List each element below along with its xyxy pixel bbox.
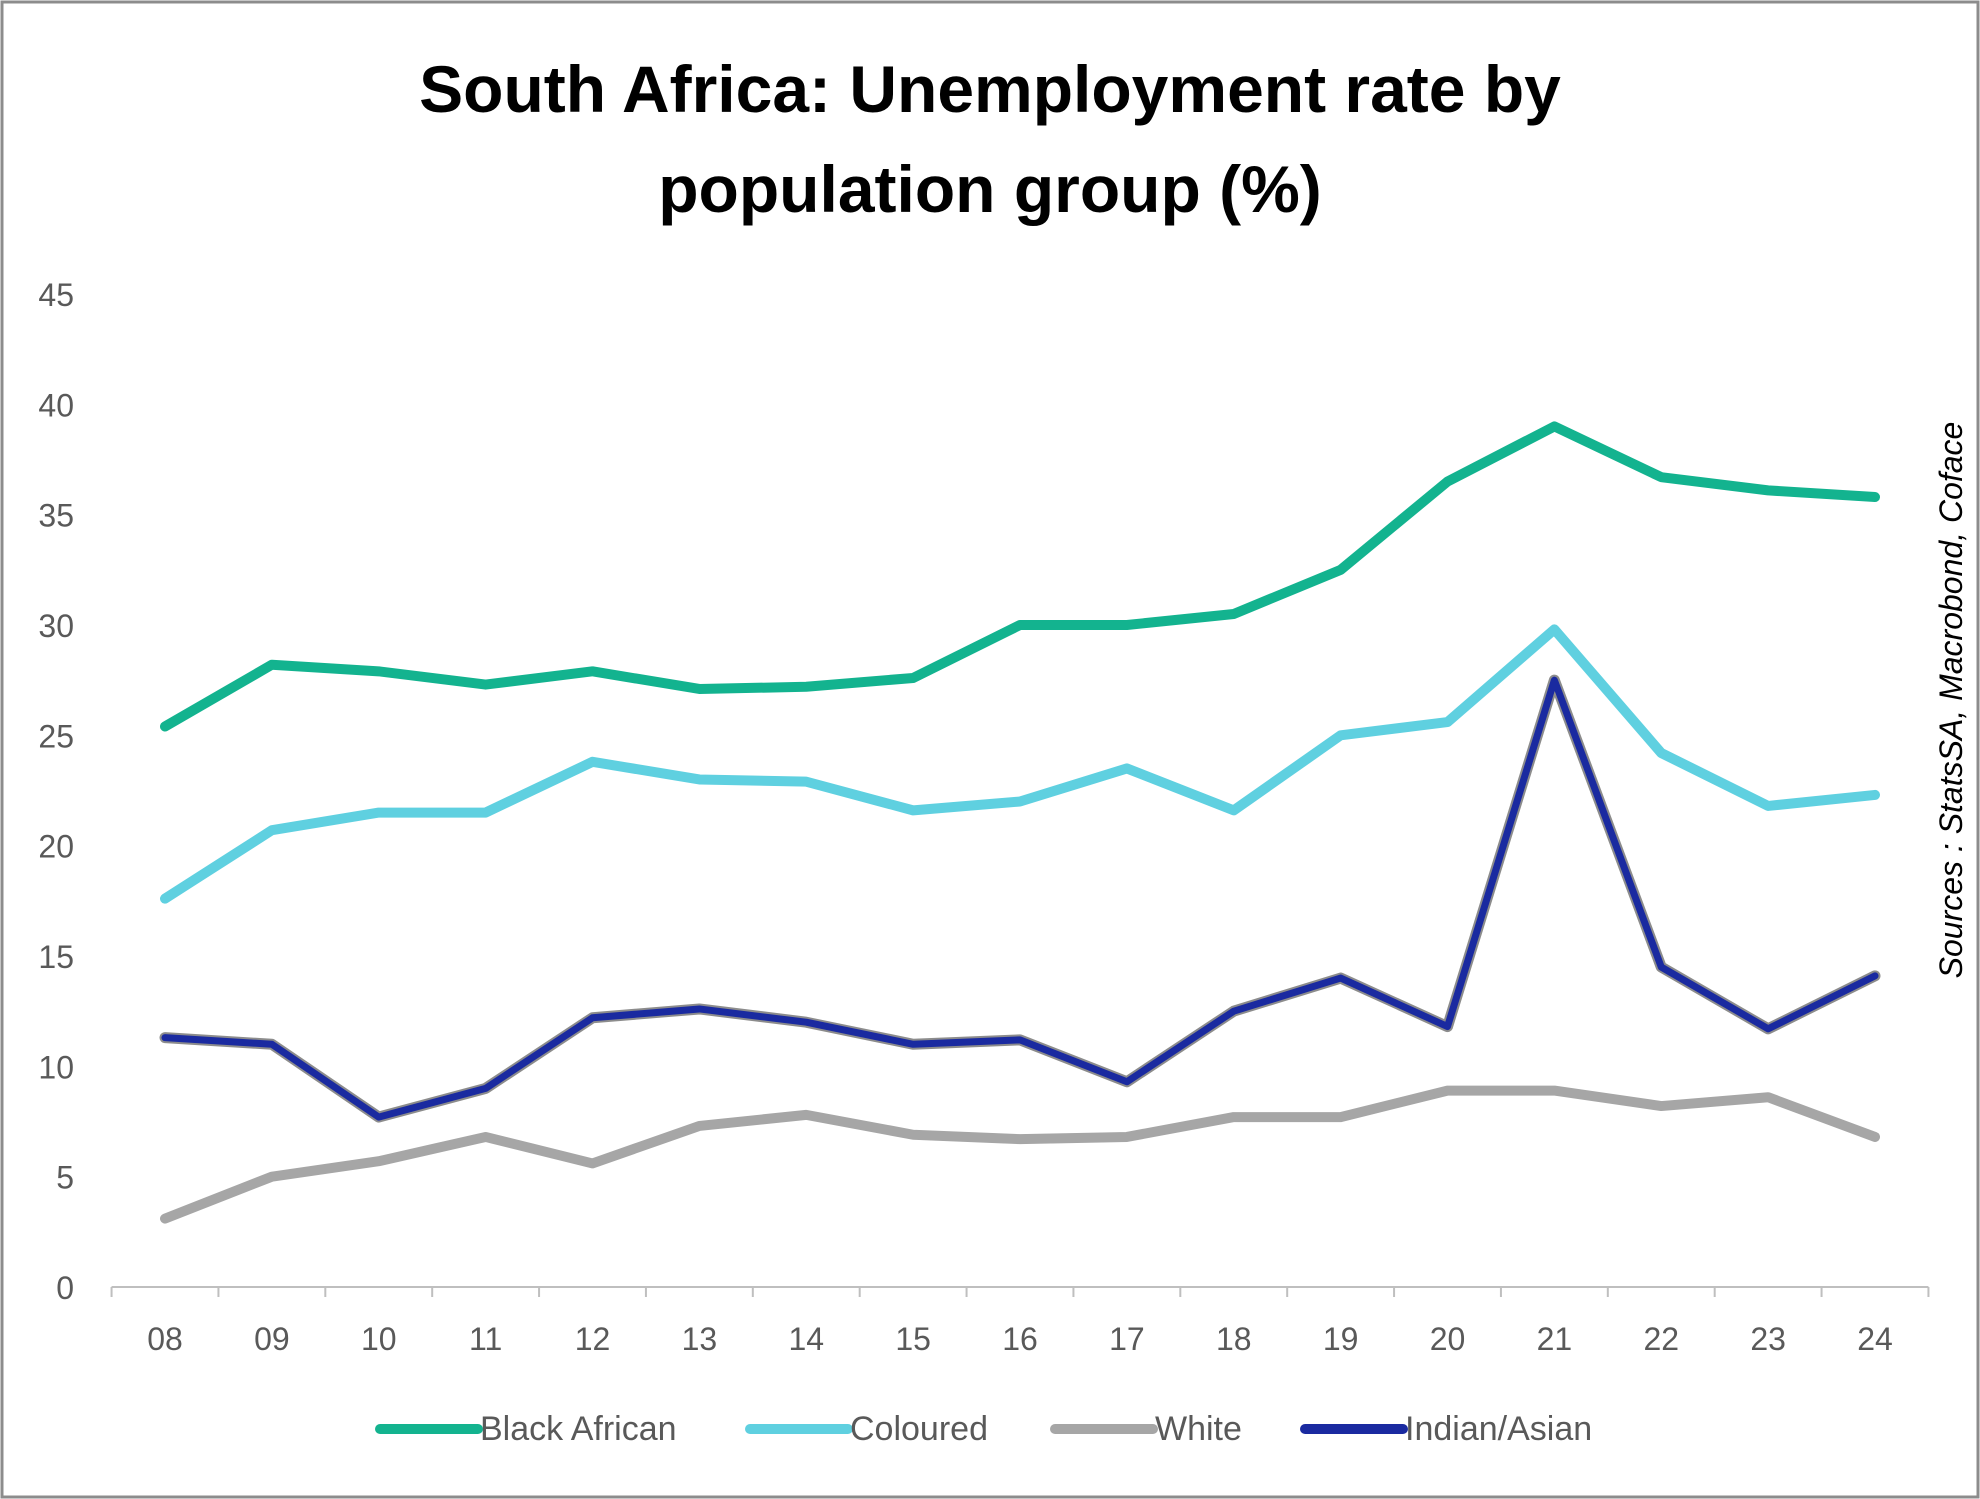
source-note: Sources : StatsSA, Macrobond, Coface	[1933, 422, 1969, 979]
y-tick-label: 40	[38, 387, 74, 423]
y-tick-label: 20	[38, 829, 74, 865]
x-tick-label: 22	[1643, 1321, 1679, 1357]
x-tick-label: 18	[1216, 1321, 1252, 1357]
x-tick-label: 17	[1109, 1321, 1145, 1357]
x-tick-label: 13	[682, 1321, 718, 1357]
legend-item: Black African	[375, 1410, 677, 1448]
legend-label: Coloured	[850, 1410, 988, 1448]
legend-label: Black African	[480, 1410, 677, 1448]
legend-item: White	[1050, 1410, 1242, 1448]
x-tick-label: 20	[1430, 1321, 1466, 1357]
x-tick-label: 14	[788, 1321, 824, 1357]
x-tick-label: 16	[1002, 1321, 1038, 1357]
y-tick-label: 5	[56, 1160, 74, 1196]
x-tick-label: 12	[575, 1321, 611, 1357]
x-tick-label: 21	[1537, 1321, 1573, 1357]
y-tick-label: 25	[38, 718, 74, 754]
x-tick-label: 09	[254, 1321, 290, 1357]
y-tick-label: 30	[38, 608, 74, 644]
x-tick-label: 19	[1323, 1321, 1359, 1357]
chart-title-line-1: South Africa: Unemployment rate by	[419, 52, 1561, 126]
y-tick-label: 45	[38, 277, 74, 313]
legend-item: Indian/Asian	[1300, 1410, 1592, 1448]
legend-label: Indian/Asian	[1405, 1410, 1592, 1448]
chart-title-line-2: population group (%)	[658, 152, 1322, 226]
y-tick-label: 0	[56, 1270, 74, 1306]
y-tick-label: 35	[38, 498, 74, 534]
x-tick-label: 24	[1857, 1321, 1893, 1357]
x-tick-label: 23	[1750, 1321, 1786, 1357]
legend-label: White	[1155, 1410, 1242, 1448]
legend-item: Coloured	[745, 1410, 988, 1448]
x-tick-label: 08	[147, 1321, 183, 1357]
y-tick-label: 15	[38, 939, 74, 975]
y-tick-label: 10	[38, 1049, 74, 1085]
x-tick-label: 15	[895, 1321, 931, 1357]
x-tick-label: 10	[361, 1321, 397, 1357]
x-tick-label: 11	[469, 1321, 502, 1357]
